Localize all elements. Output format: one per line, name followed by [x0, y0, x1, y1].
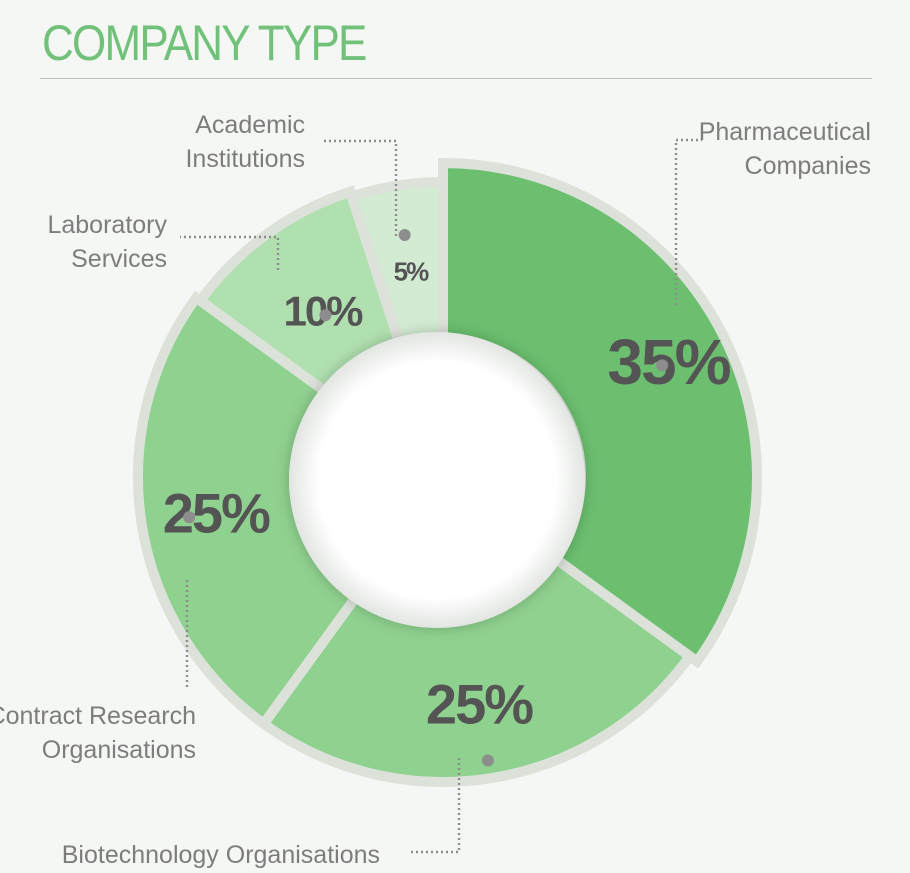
- value-label-contract-research: 25%: [163, 481, 270, 544]
- leader-lines: [180, 138, 702, 854]
- leader-dot-contract-research: [183, 511, 196, 524]
- category-label-pharmaceutical: Pharmaceutical Companies: [699, 118, 871, 180]
- leader-dot-biotechnology: [481, 754, 494, 767]
- donut-slices: [133, 157, 762, 787]
- category-label-academic-institutions: Academic Institutions: [185, 111, 305, 173]
- leader-line-pharmaceutical: [674, 138, 702, 305]
- value-labels: 35%25%25%10%5%: [163, 257, 733, 736]
- leader-line-academic-institutions: [322, 139, 398, 236]
- leader-dot-academic-institutions: [398, 229, 411, 242]
- leader-dot-pharmaceutical: [656, 359, 669, 372]
- value-label-academic-institutions: 5%: [394, 257, 429, 287]
- donut-hole: [289, 332, 585, 628]
- leader-line-laboratory-services: [180, 235, 280, 270]
- leader-line-biotechnology: [410, 758, 461, 854]
- category-label-biotechnology: Biotechnology Organisations: [62, 841, 380, 869]
- value-label-biotechnology: 25%: [426, 673, 533, 736]
- category-label-laboratory-services: Laboratory Services: [47, 211, 167, 273]
- title-divider: [40, 78, 872, 79]
- category-labels: Pharmaceutical Companies Biotechnology Org…: [0, 111, 871, 869]
- value-label-pharmaceutical: 35%: [607, 326, 730, 398]
- category-label-contract-research: Contract Research Organisations: [0, 702, 196, 764]
- leader-dot-laboratory-services: [319, 309, 332, 322]
- chart-title: COMPANY TYPE: [42, 15, 367, 71]
